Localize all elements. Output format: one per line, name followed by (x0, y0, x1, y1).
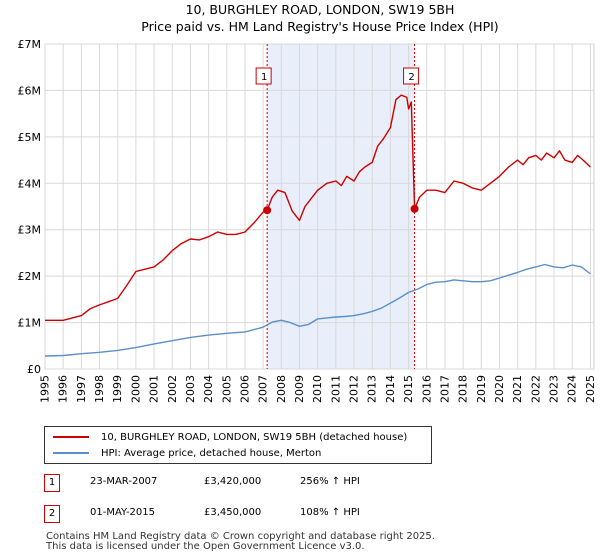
transaction-row-2: 2 01-MAY-2015 £3,450,000 108% ↑ HPI (44, 505, 484, 523)
y-tick-label: £2M (18, 270, 42, 283)
x-tick-label: 2000 (129, 375, 142, 403)
y-tick-label: £3M (18, 224, 42, 237)
x-tick-label: 2011 (329, 375, 342, 403)
x-tick-label: 2014 (384, 375, 397, 403)
footer-line-1: Contains HM Land Registry data © Crown c… (46, 531, 435, 542)
annotation-box (255, 67, 272, 85)
legend-property-label: 10, BURGHLEY ROAD, LONDON, SW19 5BH (det… (101, 431, 408, 443)
annotation-box (403, 67, 420, 85)
annotation-number: 2 (408, 72, 414, 83)
transaction-number-badge: 1 (44, 474, 60, 492)
x-tick-label: 2001 (148, 375, 161, 403)
y-axis-ticks: £0 £1M £2M £3M £4M £5M £6M £7M (18, 38, 42, 376)
legend-item-property: 10, BURGHLEY ROAD, LONDON, SW19 5BH (det… (53, 429, 407, 445)
x-tick-label: 2022 (529, 375, 542, 403)
legend-hpi-label: HPI: Average price, detached house, Mert… (101, 447, 322, 459)
legend-item-hpi: HPI: Average price, detached house, Mert… (53, 445, 321, 461)
x-tick-label: 2017 (438, 375, 451, 403)
grid-lines (44, 43, 594, 370)
transaction-hpi-change: 256% ↑ HPI (300, 476, 360, 487)
transaction-price: £3,450,000 (204, 507, 262, 518)
x-tick-label: 1999 (111, 375, 124, 403)
legend-blue-line (53, 452, 89, 454)
annotation-number: 1 (261, 72, 267, 83)
x-tick-label: 1997 (75, 375, 88, 403)
y-tick-label: £5M (18, 131, 42, 144)
x-tick-label: 2004 (202, 375, 215, 403)
footer-attribution: Contains HM Land Registry data © Crown c… (46, 532, 435, 552)
transaction-price: £3,420,000 (204, 476, 262, 487)
transaction-date: 01-MAY-2015 (90, 507, 156, 518)
x-tick-label: 2006 (238, 375, 251, 403)
transaction-number-badge: 2 (44, 505, 60, 523)
y-tick-label: £1M (18, 317, 42, 330)
x-tick-label: 2020 (493, 375, 506, 403)
x-tick-label: 2018 (457, 375, 470, 403)
transaction-date: 23-MAR-2007 (90, 476, 158, 487)
x-tick-label: 2005 (220, 375, 233, 403)
x-tick-label: 2024 (566, 375, 579, 403)
x-tick-label: 1995 (39, 375, 52, 403)
series-lines (44, 94, 591, 357)
y-tick-label: £4M (18, 177, 42, 190)
x-tick-label: 2010 (311, 375, 324, 403)
x-tick-label: 2025 (584, 375, 597, 403)
sale-markers (263, 204, 419, 215)
transaction-row-1: 1 23-MAR-2007 £3,420,000 256% ↑ HPI (44, 474, 484, 492)
legend-red-line (53, 436, 89, 438)
chart-title: 10, BURGHLEY ROAD, LONDON, SW19 5BH (186, 2, 455, 17)
x-tick-label: 2007 (257, 375, 270, 403)
x-tick-label: 2021 (511, 375, 524, 403)
y-tick-label: £7M (18, 38, 42, 51)
ownership-shade (267, 44, 415, 369)
x-tick-label: 2008 (275, 375, 288, 403)
price-chart: 10, BURGHLEY ROAD, LONDON, SW19 5BH Pric… (18, 2, 597, 403)
x-tick-label: 2012 (348, 375, 361, 403)
x-tick-label: 1996 (57, 375, 70, 403)
sale-point-marker (410, 204, 419, 213)
x-tick-label: 2009 (293, 375, 306, 403)
legend: 10, BURGHLEY ROAD, LONDON, SW19 5BH (det… (44, 426, 432, 464)
x-tick-label: 2015 (402, 375, 415, 403)
sale-point-marker (263, 206, 272, 215)
y-tick-label: £0 (27, 363, 41, 376)
chart-subtitle: Price paid vs. HM Land Registry's House … (141, 19, 498, 34)
x-tick-label: 1998 (93, 375, 106, 403)
x-tick-label: 2002 (166, 375, 179, 403)
x-tick-label: 2016 (420, 375, 433, 403)
footer-line-2: This data is licensed under the Open Gov… (46, 541, 365, 552)
x-tick-label: 2003 (184, 375, 197, 403)
hpi-series-line (44, 263, 591, 357)
transaction-hpi-change: 108% ↑ HPI (300, 507, 360, 518)
y-tick-label: £6M (18, 84, 42, 97)
x-tick-label: 2019 (475, 375, 488, 403)
x-tick-label: 2023 (548, 375, 561, 403)
shaded-ownership-region (267, 44, 415, 369)
x-tick-label: 2013 (366, 375, 379, 403)
x-axis-ticks: 1995 1996 1997 1998 1999 2000 2001 2002 2003 2004… (39, 375, 597, 403)
property-series-line (45, 94, 591, 321)
